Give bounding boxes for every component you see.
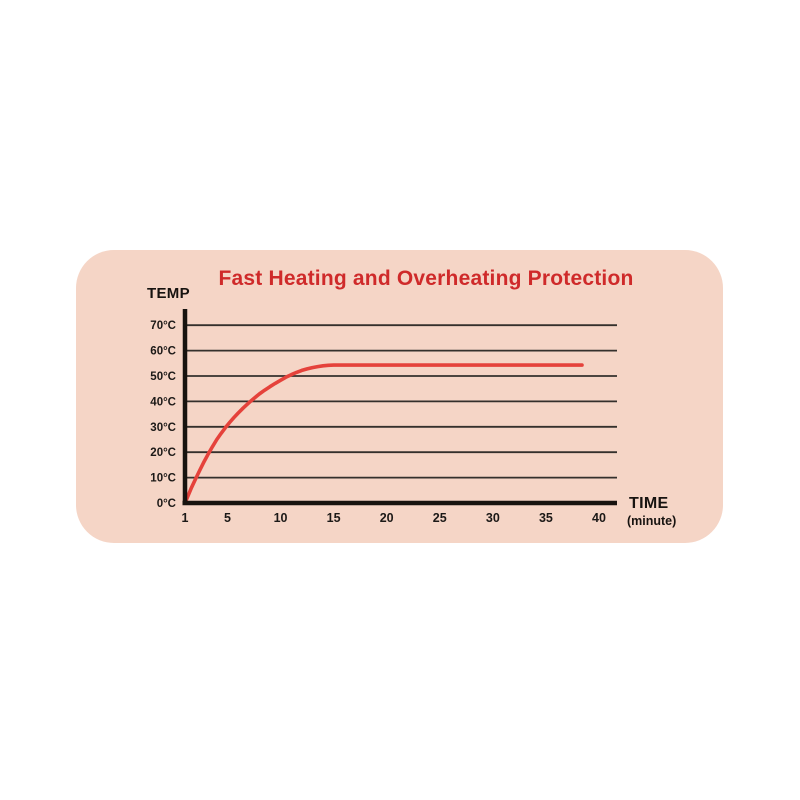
y-tick-label: 40°C xyxy=(150,396,176,408)
heating-chart-card: Fast Heating and Overheating Protection … xyxy=(76,250,723,543)
y-tick-label: 50°C xyxy=(150,371,176,383)
x-axis-title: TIME xyxy=(629,495,669,512)
y-tick-label: 60°C xyxy=(150,346,176,358)
temperature-curve xyxy=(183,363,584,505)
x-tick-label: 35 xyxy=(539,511,553,525)
y-axis-title: TEMP xyxy=(147,285,190,302)
x-tick-label: 5 xyxy=(224,511,231,525)
y-tick-label: 70°C xyxy=(150,320,176,332)
y-tick-label: 30°C xyxy=(150,422,176,434)
x-axis-unit: (minute) xyxy=(627,514,677,528)
x-tick-label: 15 xyxy=(327,511,341,525)
x-tick-label: 10 xyxy=(274,511,288,525)
x-tick-label: 30 xyxy=(486,511,500,525)
y-tick-label: 0°C xyxy=(157,498,176,510)
x-tick-label: 25 xyxy=(433,511,447,525)
chart-title: Fast Heating and Overheating Protection xyxy=(218,267,634,290)
y-tick-label: 20°C xyxy=(150,447,176,459)
y-tick-label: 10°C xyxy=(150,473,176,485)
x-tick-label: 20 xyxy=(380,511,394,525)
x-tick-label: 1 xyxy=(182,511,189,525)
x-tick-label: 40 xyxy=(592,511,606,525)
